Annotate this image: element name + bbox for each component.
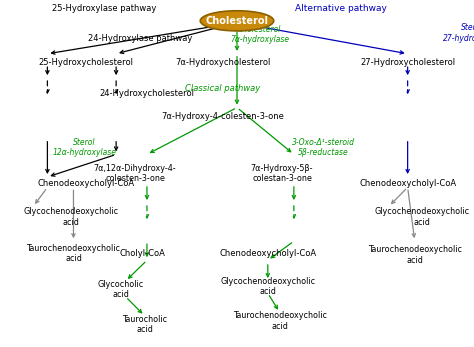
Text: 27-Hydroxycholesterol: 27-Hydroxycholesterol — [360, 58, 455, 67]
Text: Glycocholic
acid: Glycocholic acid — [98, 280, 144, 299]
Text: 25-Hydroxycholesterol: 25-Hydroxycholesterol — [38, 58, 133, 67]
Text: Chenodeoxycholyl-CoA: Chenodeoxycholyl-CoA — [38, 179, 135, 188]
Text: 25-Hydroxylase pathway: 25-Hydroxylase pathway — [52, 4, 156, 13]
Text: 7α,12α-Dihydroxy-4-
colesten-3-one: 7α,12α-Dihydroxy-4- colesten-3-one — [94, 164, 176, 183]
Text: 7α-Hydroxy-4-colesten-3-one: 7α-Hydroxy-4-colesten-3-one — [161, 112, 284, 121]
Text: Chenodeoxycholyl-CoA: Chenodeoxycholyl-CoA — [359, 179, 456, 188]
Ellipse shape — [200, 11, 274, 31]
Text: Glycochenodeoxycholic
acid: Glycochenodeoxycholic acid — [220, 277, 315, 296]
Text: Taurocholic
acid: Taurocholic acid — [122, 315, 167, 334]
Text: 24-Hydroxylase pathway: 24-Hydroxylase pathway — [88, 34, 192, 43]
Text: Cholyl-CoA: Cholyl-CoA — [119, 249, 165, 258]
Text: Classical pathway: Classical pathway — [185, 84, 260, 93]
Text: Cholesterol
7α-hydroxylase: Cholesterol 7α-hydroxylase — [230, 25, 289, 44]
Text: Alternative pathway: Alternative pathway — [295, 4, 387, 13]
Text: 7α-Hydroxy-5β-
colestan-3-one: 7α-Hydroxy-5β- colestan-3-one — [251, 164, 313, 183]
Text: Taurochenodeoxycholic
acid: Taurochenodeoxycholic acid — [233, 311, 327, 331]
Text: Glycochenodeoxycholic
acid: Glycochenodeoxycholic acid — [374, 207, 470, 227]
Text: Cholesterol: Cholesterol — [206, 16, 268, 26]
Text: Taurochenodeoxycholic
acid: Taurochenodeoxycholic acid — [368, 245, 462, 265]
Text: Taurochenodeoxycholic
acid: Taurochenodeoxycholic acid — [27, 244, 120, 263]
Text: Sterol
12α-hydroxylase: Sterol 12α-hydroxylase — [52, 138, 116, 157]
Text: 3-Oxo-Δ¹-steroid
5β-reductase: 3-Oxo-Δ¹-steroid 5β-reductase — [292, 138, 355, 157]
Text: Glycochenodeoxycholic
acid: Glycochenodeoxycholic acid — [24, 207, 119, 227]
Text: 7α-Hydroxycholesterol: 7α-Hydroxycholesterol — [175, 58, 271, 67]
Text: Sterol
27-hydroxylase: Sterol 27-hydroxylase — [443, 23, 474, 43]
Text: 24-Hydroxycholesterol: 24-Hydroxycholesterol — [100, 89, 194, 98]
Text: Chenodeoxycholyl-CoA: Chenodeoxycholyl-CoA — [219, 249, 316, 258]
